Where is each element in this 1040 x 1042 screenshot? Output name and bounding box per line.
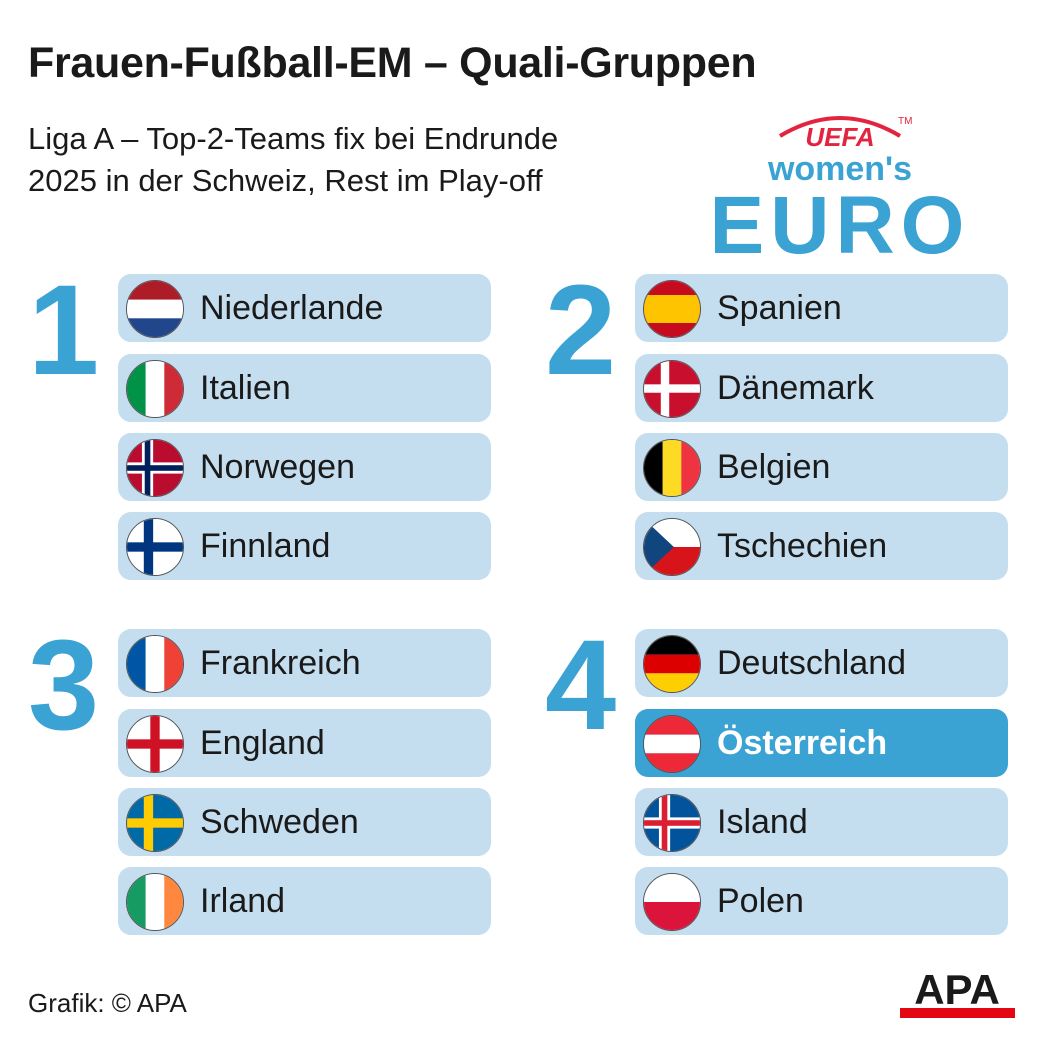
team-name: Niederlande (200, 289, 384, 327)
spain-flag-icon (643, 280, 701, 338)
page-title: Frauen-Fußball-EM – Quali-Gruppen (28, 39, 757, 87)
team-name: Schweden (200, 803, 359, 841)
belgium-flag-icon (643, 439, 701, 497)
team-row-sweden: Schweden (118, 788, 491, 856)
team-row-czech: Tschechien (635, 512, 1008, 580)
denmark-flag-icon (643, 360, 701, 418)
finland-flag-icon (126, 518, 184, 576)
team-row-denmark: Dänemark (635, 354, 1008, 422)
uefa-womens-euro-logo: UEFA TM women's EURO (710, 116, 971, 268)
trademark-text: TM (898, 116, 912, 127)
team-row-norway: Norwegen (118, 433, 491, 501)
team-name: Finnland (200, 527, 331, 565)
ireland-flag-icon (126, 873, 184, 931)
euro-text: EURO (710, 180, 971, 268)
credit: Grafik: © APA (28, 988, 187, 1018)
team-row-italy: Italien (118, 354, 491, 422)
team-name: Dänemark (717, 369, 874, 407)
team-name: Österreich (717, 724, 888, 762)
team-name: Deutschland (717, 644, 907, 682)
sweden-flag-icon (126, 794, 184, 852)
germany-flag-icon (643, 635, 701, 693)
norway-flag-icon (126, 439, 184, 497)
group-number: 3 (28, 614, 100, 757)
team-name: England (200, 724, 325, 762)
team-row-iceland: Island (635, 788, 1008, 856)
team-row-england: England (118, 709, 491, 777)
czech-flag-icon (643, 518, 701, 576)
team-name: Norwegen (200, 448, 355, 486)
england-flag-icon (126, 715, 184, 773)
team-name: Italien (200, 369, 291, 407)
team-row-germany: Deutschland (635, 629, 1008, 697)
iceland-flag-icon (643, 794, 701, 852)
italy-flag-icon (126, 360, 184, 418)
team-name: Spanien (717, 289, 842, 327)
group-number: 2 (545, 259, 617, 402)
poland-flag-icon (643, 873, 701, 931)
team-name: Irland (200, 882, 286, 920)
france-flag-icon (126, 635, 184, 693)
team-name: Island (717, 803, 808, 841)
team-name: Frankreich (200, 644, 361, 682)
group-number: 4 (545, 614, 617, 757)
subtitle: Liga A – Top-2-Teams fix bei Endrunde 20… (28, 118, 708, 202)
subtitle-line-2: 2025 in der Schweiz, Rest im Play-off (28, 163, 543, 198)
team-row-austria: Österreich (635, 709, 1008, 777)
apa-logo-text: APA (914, 968, 1000, 1013)
team-name: Tschechien (717, 527, 888, 565)
team-row-netherlands: Niederlande (118, 274, 491, 342)
team-row-ireland: Irland (118, 867, 491, 935)
subtitle-line-1: Liga A – Top-2-Teams fix bei Endrunde (28, 121, 559, 156)
austria-flag-icon (643, 715, 701, 773)
uefa-text: UEFA (805, 122, 874, 152)
apa-logo: APA (900, 968, 1015, 1018)
team-name: Polen (717, 882, 804, 920)
team-row-belgium: Belgien (635, 433, 1008, 501)
team-row-spain: Spanien (635, 274, 1008, 342)
team-row-poland: Polen (635, 867, 1008, 935)
group-number: 1 (28, 259, 100, 402)
womens-text: women's (767, 150, 912, 188)
team-row-finland: Finnland (118, 512, 491, 580)
team-row-france: Frankreich (118, 629, 491, 697)
team-name: Belgien (717, 448, 831, 486)
netherlands-flag-icon (126, 280, 184, 338)
